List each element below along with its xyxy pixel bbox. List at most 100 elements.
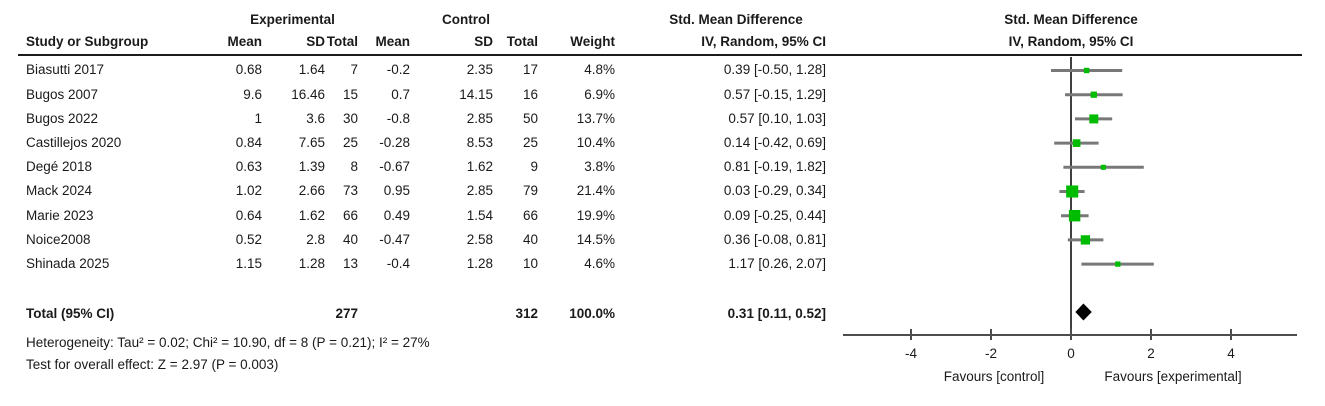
exp-sd-cell: 3.6	[306, 110, 325, 126]
weight-cell: 14.5%	[576, 231, 615, 247]
ctrl-total-cell: 9	[530, 159, 538, 175]
ctrl-mean-cell: -0.2	[386, 62, 410, 78]
effect-marker	[1115, 261, 1121, 267]
study-name-cell: Shinada 2025	[26, 256, 110, 271]
total-ctrl-total-cell: 312	[515, 306, 538, 321]
exp-mean-cell: 0.68	[235, 62, 262, 78]
effect-marker	[1100, 164, 1106, 170]
weight-cell: 3.8%	[584, 159, 615, 175]
weight-cell: 21.4%	[576, 183, 615, 199]
exp-sd-cell: 16.46	[291, 86, 325, 102]
smd-ci-cell: 0.36 [-0.08, 0.81]	[723, 231, 826, 247]
weight-cell: 19.9%	[576, 207, 615, 223]
smd-ci-cell: 0.81 [-0.19, 1.82]	[723, 159, 826, 175]
ctrl-sd-cell: 8.53	[466, 135, 493, 150]
plot-header-subtitle: IV, Random, 95% CI	[1008, 34, 1134, 49]
exp-total-cell: 8	[350, 159, 358, 175]
smd-ci-cell: 0.14 [-0.42, 0.69]	[723, 135, 826, 150]
exp-sd-cell: 1.62	[298, 207, 325, 223]
ctrl-total-cell: 50	[522, 110, 538, 126]
header-group-experimental: Experimental	[250, 12, 335, 27]
ctrl-mean-cell: 0.7	[391, 86, 410, 102]
exp-sd-cell: 1.39	[298, 159, 325, 175]
exp-mean-cell: 1.02	[235, 183, 262, 199]
header-method: IV, Random, 95% CI	[701, 34, 826, 49]
exp-mean-cell: 9.6	[243, 86, 262, 102]
ctrl-mean-cell: 0.95	[383, 183, 410, 199]
study-row: Bugos 2007 9.6 16.46 15 0.7 14.15 16 6.9% 0.57 […	[0, 83, 860, 107]
effect-marker	[1080, 235, 1091, 245]
ctrl-sd-cell: 2.85	[466, 183, 493, 199]
header-exp-mean: Mean	[227, 34, 262, 49]
ctrl-mean-cell: -0.8	[386, 110, 410, 126]
ctrl-mean-cell: -0.67	[379, 159, 410, 175]
header-study-or-subgroup: Study or Subgroup	[26, 34, 149, 49]
exp-total-cell: 25	[342, 135, 358, 150]
plot-header-title: Std. Mean Difference	[1004, 12, 1138, 27]
exp-sd-cell: 7.65	[298, 135, 325, 150]
favours-experimental-label: Favours [experimental]	[1104, 369, 1241, 384]
total-label-cell: Total (95% CI)	[26, 306, 115, 321]
header-ctrl-total: Total	[506, 34, 538, 49]
exp-mean-cell: 0.52	[235, 231, 262, 247]
study-row: Castillejos 2020 0.84 7.65 25 -0.28 8.53 25 10.…	[0, 131, 860, 155]
weight-cell: 6.9%	[584, 86, 615, 102]
total-exp-total-cell: 277	[335, 306, 358, 321]
total-smd-ci-cell: 0.31 [0.11, 0.52]	[727, 306, 826, 321]
header-weight: Weight	[570, 34, 615, 49]
ctrl-total-cell: 25	[522, 135, 538, 150]
ctrl-total-cell: 40	[522, 231, 538, 247]
ctrl-total-cell: 10	[522, 256, 538, 271]
ctrl-sd-cell: 1.54	[466, 207, 493, 223]
total-row: Total (95% CI) 277 312 100.0% 0.31 [0.11…	[0, 302, 860, 326]
smd-ci-cell: 0.57 [0.10, 1.03]	[728, 110, 826, 126]
study-row: Mack 2024 1.02 2.66 73 0.95 2.85 79 21.4% 0.03 […	[0, 179, 860, 203]
smd-ci-cell: 0.03 [-0.29, 0.34]	[723, 183, 826, 199]
study-name-cell: Castillejos 2020	[26, 135, 122, 150]
effect-marker	[1072, 139, 1081, 147]
exp-sd-cell: 2.8	[306, 231, 325, 247]
effect-marker	[1090, 91, 1097, 98]
header-divider-line	[18, 54, 1302, 56]
smd-ci-cell: 0.39 [-0.50, 1.28]	[723, 62, 826, 78]
effect-marker	[1089, 114, 1099, 124]
study-name-cell: Noice2008	[26, 231, 91, 247]
effect-marker	[1068, 209, 1081, 222]
study-row: Shinada 2025 1.15 1.28 13 -0.4 1.28 10 4.6% 1.17…	[0, 252, 860, 276]
ctrl-mean-cell: -0.28	[379, 135, 410, 150]
ctrl-mean-cell: -0.4	[386, 256, 410, 271]
exp-sd-cell: 2.66	[298, 183, 325, 199]
header-group-smd: Std. Mean Difference	[669, 12, 803, 27]
header-group-control: Control	[442, 12, 490, 27]
total-weight-cell: 100.0%	[569, 306, 615, 321]
ctrl-sd-cell: 2.58	[466, 231, 493, 247]
axis-tick-label: -2	[985, 346, 997, 361]
axis-tick-label: 0	[1067, 346, 1075, 361]
weight-cell: 10.4%	[576, 135, 615, 150]
exp-mean-cell: 0.64	[235, 207, 262, 223]
header-ctrl-sd: SD	[474, 34, 493, 49]
exp-total-cell: 30	[342, 110, 358, 126]
study-row: Biasutti 2017 0.68 1.64 7 -0.2 2.35 17 4.8% 0.39…	[0, 58, 860, 82]
study-row: Marie 2023 0.64 1.62 66 0.49 1.54 66 19.9% 0.09 …	[0, 204, 860, 228]
exp-mean-cell: 1	[254, 110, 262, 126]
study-name-cell: Degé 2018	[26, 159, 93, 175]
ctrl-sd-cell: 2.35	[466, 62, 493, 78]
ctrl-sd-cell: 14.15	[459, 86, 493, 102]
ctrl-total-cell: 79	[522, 183, 538, 199]
ctrl-total-cell: 17	[522, 62, 538, 78]
ctrl-mean-cell: 0.49	[383, 207, 410, 223]
ctrl-total-cell: 16	[522, 86, 538, 102]
exp-mean-cell: 0.63	[235, 159, 262, 175]
axis-tick-label: 4	[1227, 346, 1235, 361]
summary-diamond	[1075, 303, 1092, 321]
smd-ci-cell: 0.57 [-0.15, 1.29]	[723, 86, 826, 102]
ctrl-sd-cell: 1.62	[466, 159, 493, 175]
exp-total-cell: 73	[342, 183, 358, 199]
exp-total-cell: 13	[342, 256, 358, 271]
study-row: Bugos 2022 1 3.6 30 -0.8 2.85 50 13.7% 0.57 [0.1…	[0, 107, 860, 131]
header-exp-total: Total	[326, 34, 358, 49]
header-ctrl-mean: Mean	[375, 34, 410, 49]
exp-sd-cell: 1.64	[298, 62, 325, 78]
weight-cell: 13.7%	[576, 110, 615, 126]
